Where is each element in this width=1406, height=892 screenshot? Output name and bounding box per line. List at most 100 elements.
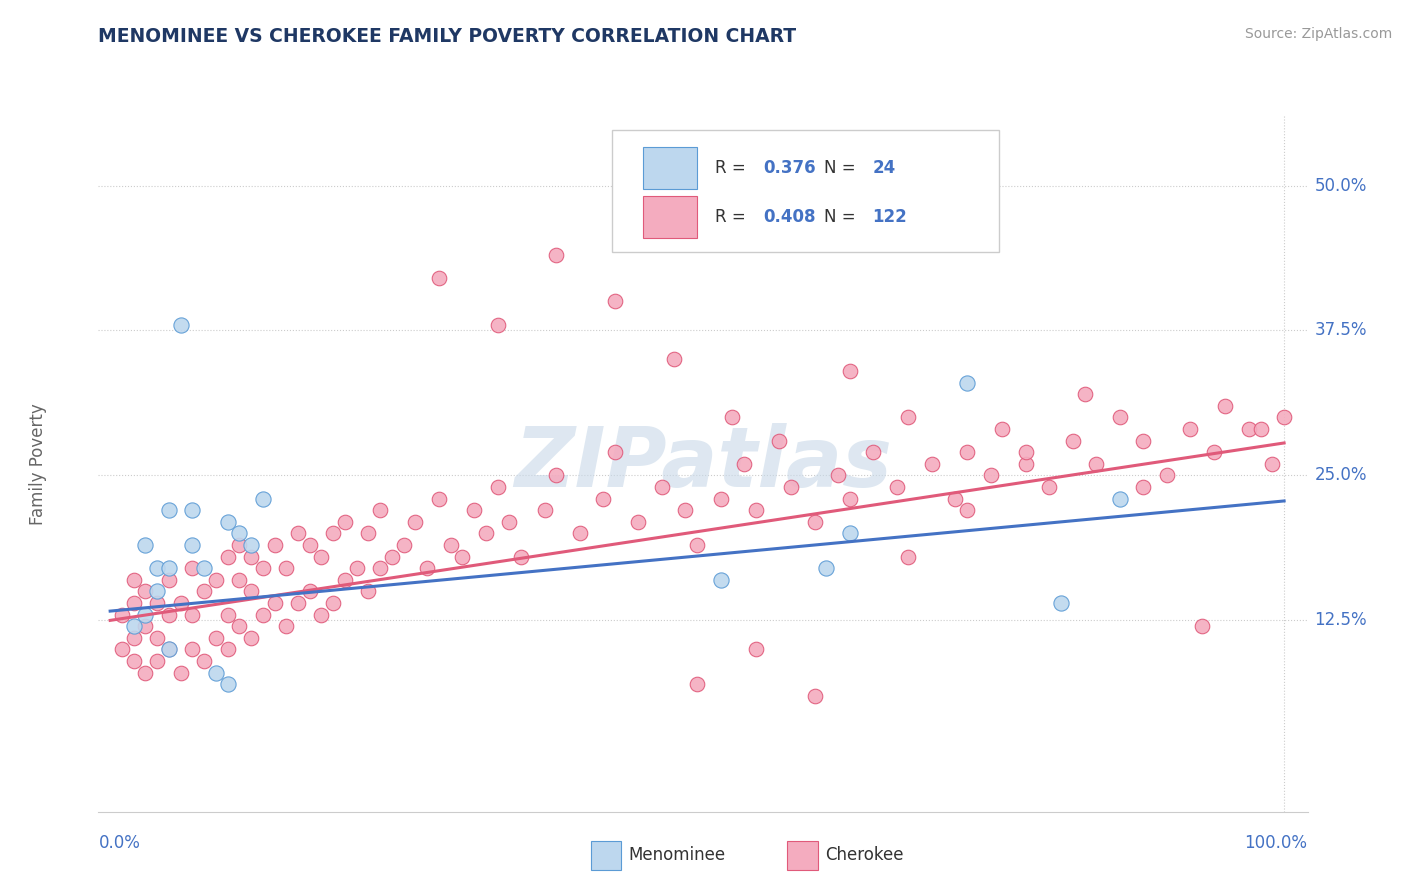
Point	[838, 364, 860, 378]
Point	[427, 271, 450, 285]
Point	[897, 549, 920, 564]
Point	[276, 619, 298, 633]
Point	[169, 318, 191, 332]
Point	[157, 573, 180, 587]
Point	[217, 642, 239, 657]
Point	[181, 642, 204, 657]
Text: 37.5%: 37.5%	[1315, 321, 1367, 340]
Point	[956, 376, 979, 390]
Point	[368, 561, 391, 575]
Point	[346, 561, 368, 575]
Point	[862, 445, 884, 459]
Point	[897, 410, 920, 425]
Point	[1215, 399, 1237, 413]
Point	[181, 561, 204, 575]
Point	[228, 573, 250, 587]
Point	[486, 480, 509, 494]
Point	[157, 607, 180, 622]
Point	[745, 642, 768, 657]
Point	[815, 561, 838, 575]
Point	[838, 491, 860, 506]
Point	[228, 619, 250, 633]
Point	[1202, 445, 1225, 459]
Point	[263, 538, 285, 552]
Point	[1015, 457, 1038, 471]
Point	[1085, 457, 1108, 471]
Point	[603, 445, 626, 459]
Point	[122, 654, 145, 668]
Point	[322, 526, 344, 541]
Point	[1108, 491, 1130, 506]
Bar	[643, 147, 697, 189]
Point	[240, 538, 263, 552]
Point	[298, 584, 321, 599]
Point	[333, 573, 356, 587]
Point	[592, 491, 614, 506]
Text: Family Poverty: Family Poverty	[30, 403, 46, 524]
Point	[416, 561, 439, 575]
Text: 0.408: 0.408	[763, 208, 815, 226]
Text: 50.0%: 50.0%	[1315, 177, 1367, 194]
Point	[1272, 410, 1295, 425]
Point	[803, 515, 825, 529]
Text: Cherokee: Cherokee	[825, 847, 904, 864]
Point	[146, 596, 169, 610]
Text: 24: 24	[872, 159, 896, 178]
Point	[475, 526, 498, 541]
Point	[252, 607, 274, 622]
Point	[193, 584, 215, 599]
Point	[240, 584, 263, 599]
Text: 25.0%: 25.0%	[1315, 467, 1367, 484]
Text: Source: ZipAtlas.com: Source: ZipAtlas.com	[1244, 27, 1392, 41]
Point	[157, 642, 180, 657]
Point	[956, 445, 979, 459]
Point	[217, 515, 239, 529]
Point	[263, 596, 285, 610]
Point	[134, 584, 156, 599]
Text: MENOMINEE VS CHEROKEE FAMILY POVERTY CORRELATION CHART: MENOMINEE VS CHEROKEE FAMILY POVERTY COR…	[98, 27, 797, 45]
Point	[803, 689, 825, 703]
Point	[204, 631, 226, 645]
Point	[1156, 468, 1178, 483]
Point	[533, 503, 555, 517]
Point	[1180, 422, 1202, 436]
Point	[217, 677, 239, 691]
Point	[240, 631, 263, 645]
Point	[122, 596, 145, 610]
Point	[298, 538, 321, 552]
Point	[980, 468, 1002, 483]
Text: 100.0%: 100.0%	[1244, 834, 1308, 852]
Point	[217, 607, 239, 622]
Point	[122, 573, 145, 587]
Text: 0.376: 0.376	[763, 159, 815, 178]
Point	[181, 538, 204, 552]
Point	[240, 549, 263, 564]
Point	[111, 642, 134, 657]
Point	[217, 549, 239, 564]
Point	[838, 526, 860, 541]
Point	[368, 503, 391, 517]
Point	[252, 491, 274, 506]
Point	[322, 596, 344, 610]
Point	[427, 491, 450, 506]
Point	[451, 549, 474, 564]
Point	[169, 596, 191, 610]
Point	[146, 561, 169, 575]
Point	[1073, 387, 1095, 401]
Point	[134, 665, 156, 680]
Point	[134, 607, 156, 622]
Point	[157, 642, 180, 657]
Text: R =: R =	[716, 208, 751, 226]
Point	[381, 549, 404, 564]
Point	[122, 619, 145, 633]
Point	[1050, 596, 1073, 610]
Point	[287, 526, 309, 541]
Point	[333, 515, 356, 529]
Point	[1038, 480, 1060, 494]
Text: ZIPatlas: ZIPatlas	[515, 424, 891, 504]
Point	[662, 352, 685, 367]
Point	[404, 515, 426, 529]
Point	[546, 468, 568, 483]
Point	[673, 503, 696, 517]
Point	[768, 434, 790, 448]
